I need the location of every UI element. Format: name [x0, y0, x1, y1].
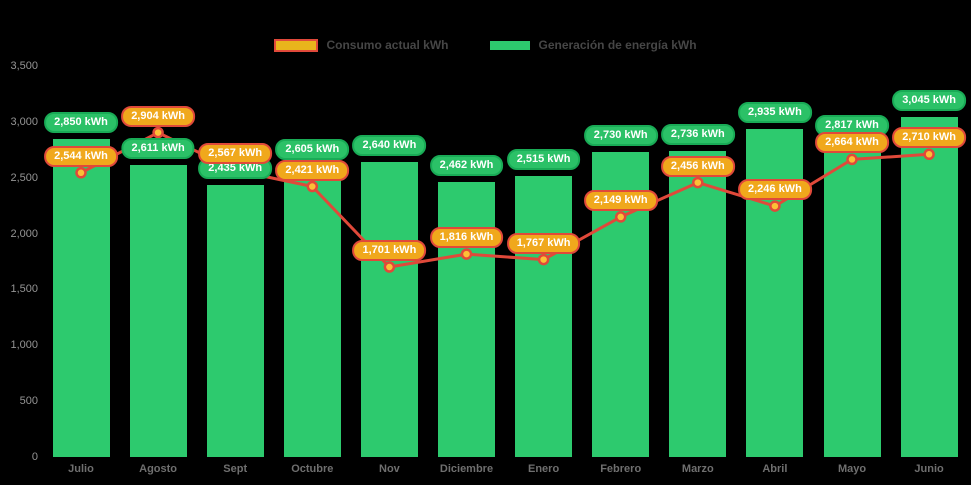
y-axis-label: 500	[19, 395, 38, 408]
x-axis-label: Agosto	[139, 463, 178, 475]
chart-legend: Consumo actual kWh Generación de energía…	[0, 38, 971, 52]
y-axis-label: 3,500	[10, 60, 38, 72]
generation-value-label: 2,611 kWh	[121, 138, 195, 160]
x-axis-label: Nov	[379, 463, 400, 475]
consumption-value-label: 2,149 kWh	[583, 189, 658, 211]
generation-value-label: 2,605 kWh	[275, 138, 350, 160]
consumption-value-label: 2,710 kWh	[892, 127, 966, 149]
x-axis-label: Sept	[223, 463, 248, 475]
y-axis-label: 3,000	[10, 115, 38, 128]
consumption-value-label: 1,701 kWh	[352, 239, 427, 261]
generation-bar	[900, 116, 958, 457]
generation-value-label: 2,736 kWh	[660, 124, 735, 146]
consumption-value-label: 2,421 kWh	[275, 159, 350, 181]
generation-value-label: 2,462 kWh	[429, 154, 504, 176]
generation-bar	[515, 176, 573, 457]
legend-item-generacion[interactable]: Generación de energía kWh	[490, 38, 697, 52]
consumption-value-label: 2,664 kWh	[815, 132, 889, 154]
consumption-point	[152, 126, 164, 139]
consumption-value-label: 2,904 kWh	[121, 105, 195, 127]
x-axis-label: Enero	[528, 463, 560, 475]
x-axis-label: Julio	[68, 463, 94, 475]
x-axis-label: Febrero	[600, 463, 642, 475]
generation-bar	[129, 165, 187, 457]
consumption-value-label: 2,567 kWh	[198, 143, 273, 165]
generation-value-label: 2,730 kWh	[583, 125, 658, 147]
generation-value-label: 2,515 kWh	[506, 149, 581, 171]
x-axis-label: Marzo	[681, 463, 714, 475]
x-axis-label: Octubre	[291, 463, 334, 475]
generation-bar	[669, 151, 727, 457]
generation-bar	[823, 142, 881, 457]
consumption-value-label: 2,544 kWh	[44, 145, 118, 167]
consumption-value-label: 1,767 kWh	[506, 232, 581, 254]
x-axis-label: Diciembre	[439, 463, 494, 475]
generation-value-label: 3,045 kWh	[892, 89, 966, 111]
generacion-legend-swatch	[490, 40, 531, 50]
x-axis-label: Mayo	[837, 463, 867, 475]
y-axis-label: 2,500	[10, 171, 38, 184]
legend-item-consumo[interactable]: Consumo actual kWh	[274, 38, 448, 52]
consumption-value-label: 1,816 kWh	[429, 227, 504, 249]
consumo-legend-label: Consumo actual kWh	[326, 38, 449, 52]
generation-value-label: 2,935 kWh	[737, 102, 812, 124]
x-axis-label: Abril	[762, 463, 788, 475]
consumption-value-label: 2,246 kWh	[737, 179, 812, 201]
generacion-legend-label: Generación de energía kWh	[538, 38, 697, 52]
consumo-legend-swatch	[274, 38, 319, 52]
generation-bar	[283, 165, 341, 457]
generation-bar	[52, 138, 110, 457]
generation-value-label: 2,850 kWh	[44, 111, 118, 133]
x-axis-label: Junio	[914, 463, 944, 475]
y-axis-label: 2,000	[10, 227, 38, 240]
generation-bar	[438, 181, 495, 457]
y-axis-label: 1,000	[10, 339, 38, 352]
y-axis-label: 0	[31, 451, 38, 463]
consumption-value-label: 2,456 kWh	[660, 155, 735, 177]
generation-value-label: 2,640 kWh	[352, 135, 427, 157]
y-axis-label: 1,500	[10, 283, 38, 296]
generation-bar	[206, 184, 264, 457]
generation-bar	[360, 162, 418, 457]
